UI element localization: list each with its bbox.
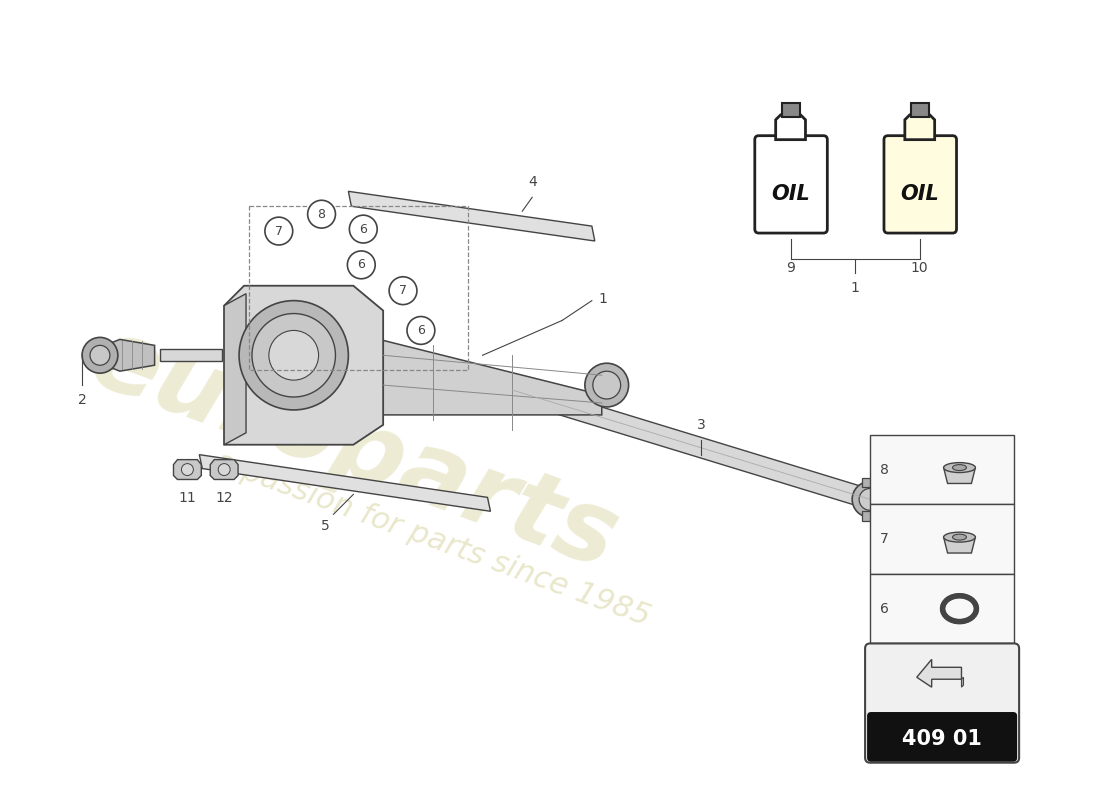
Text: OIL: OIL xyxy=(771,184,810,204)
Circle shape xyxy=(852,482,888,518)
Circle shape xyxy=(308,200,336,228)
Text: a passion for parts since 1985: a passion for parts since 1985 xyxy=(211,446,654,631)
Text: 409 01: 409 01 xyxy=(902,729,981,749)
Polygon shape xyxy=(349,191,595,241)
Bar xyxy=(870,504,1014,574)
Circle shape xyxy=(407,317,434,344)
Circle shape xyxy=(182,463,194,475)
Text: 4: 4 xyxy=(528,175,537,190)
Text: 10: 10 xyxy=(911,261,928,275)
Text: europarts: europarts xyxy=(77,310,630,590)
Polygon shape xyxy=(353,330,602,415)
Text: 7: 7 xyxy=(399,284,407,297)
Circle shape xyxy=(593,371,620,399)
Circle shape xyxy=(239,301,349,410)
Text: 1: 1 xyxy=(850,281,859,294)
Circle shape xyxy=(82,338,118,373)
Bar xyxy=(862,478,878,487)
Text: 6: 6 xyxy=(417,324,425,337)
Polygon shape xyxy=(224,294,246,445)
Bar xyxy=(862,511,878,522)
Text: 6: 6 xyxy=(358,258,365,271)
Circle shape xyxy=(252,314,336,397)
Text: 12: 12 xyxy=(216,491,233,506)
Polygon shape xyxy=(199,454,491,511)
Circle shape xyxy=(265,217,293,245)
Polygon shape xyxy=(509,381,873,509)
Bar xyxy=(249,206,468,370)
Polygon shape xyxy=(224,286,383,445)
Text: 1: 1 xyxy=(598,292,607,306)
Polygon shape xyxy=(944,467,976,483)
Polygon shape xyxy=(944,537,976,553)
Ellipse shape xyxy=(944,462,976,473)
Text: 6: 6 xyxy=(360,222,367,235)
Polygon shape xyxy=(776,115,805,140)
Ellipse shape xyxy=(953,465,967,470)
Circle shape xyxy=(218,463,230,475)
Circle shape xyxy=(585,363,628,407)
Text: 7: 7 xyxy=(275,225,283,238)
Text: OIL: OIL xyxy=(901,184,939,204)
Text: 6: 6 xyxy=(880,602,889,616)
Circle shape xyxy=(859,489,881,510)
Bar xyxy=(782,103,800,117)
Circle shape xyxy=(348,251,375,278)
Circle shape xyxy=(350,215,377,243)
Text: 7: 7 xyxy=(880,532,889,546)
Polygon shape xyxy=(104,339,155,371)
Text: 11: 11 xyxy=(178,491,196,506)
Text: 9: 9 xyxy=(786,261,795,275)
FancyBboxPatch shape xyxy=(865,643,1019,762)
Circle shape xyxy=(389,277,417,305)
Text: 2: 2 xyxy=(78,393,87,407)
Polygon shape xyxy=(174,460,201,479)
Text: 5: 5 xyxy=(321,519,330,534)
Ellipse shape xyxy=(953,534,967,540)
Text: 3: 3 xyxy=(696,418,705,432)
FancyBboxPatch shape xyxy=(884,136,957,233)
Polygon shape xyxy=(916,659,961,687)
Circle shape xyxy=(90,346,110,366)
FancyBboxPatch shape xyxy=(867,712,1018,762)
Polygon shape xyxy=(905,115,935,140)
Polygon shape xyxy=(210,460,238,479)
FancyBboxPatch shape xyxy=(755,136,827,233)
Bar xyxy=(871,716,1013,757)
Ellipse shape xyxy=(944,532,976,542)
Circle shape xyxy=(268,330,319,380)
Bar xyxy=(870,434,1014,504)
Polygon shape xyxy=(961,678,964,687)
Text: 8: 8 xyxy=(318,208,326,221)
Polygon shape xyxy=(160,350,222,362)
Bar xyxy=(911,103,928,117)
Text: 8: 8 xyxy=(880,462,889,477)
Bar xyxy=(870,574,1014,643)
